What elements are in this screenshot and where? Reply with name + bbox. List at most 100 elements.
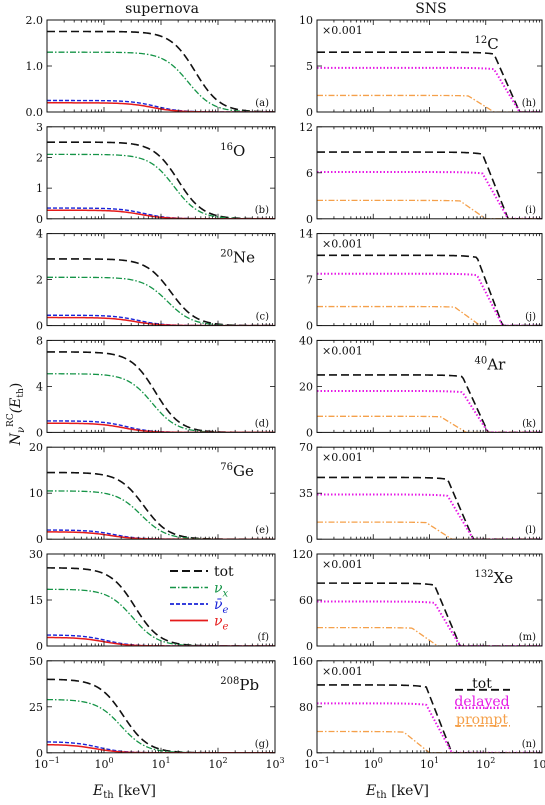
- column-title-sns: SNS: [415, 1, 446, 17]
- series-h-prompt: [317, 94, 542, 112]
- y-tick-label: 5: [306, 60, 313, 73]
- series-d-tot: [47, 351, 275, 433]
- series-n-prompt: [317, 730, 542, 753]
- y-tick-label: 0: [306, 426, 313, 439]
- y-tick-label: 0: [36, 213, 43, 226]
- ylabel-sup: RC: [6, 413, 16, 427]
- panel-letter: (j): [525, 312, 536, 323]
- panel-frame: [46, 553, 276, 647]
- series-e-tot: [47, 471, 275, 540]
- x-tick-label: 103: [265, 756, 284, 771]
- panel-frame: [46, 339, 276, 433]
- y-tick-label: 4: [36, 380, 43, 393]
- panel-letter: (n): [522, 739, 536, 750]
- series-g-nux: [47, 698, 275, 753]
- series-l-prompt: [317, 521, 542, 540]
- y-tick-label: 0: [306, 213, 313, 226]
- y-tick-label: 80: [299, 701, 313, 714]
- panel-frame: [46, 233, 276, 327]
- y-tick-label: 10: [299, 14, 313, 27]
- nucleus-label: 76Ge: [220, 462, 254, 480]
- y-tick-label: 50: [29, 655, 43, 668]
- x-axis-label-right: Eth [keV]: [365, 783, 429, 801]
- panel-c: 0 2 4 (c) 20Ne: [36, 228, 276, 333]
- panel-letter: (c): [256, 312, 270, 323]
- panel-f: 0 15 30 (f): [29, 548, 276, 653]
- x-tick-label: 103: [532, 756, 545, 771]
- y-tick-label: 0: [306, 533, 313, 546]
- panel-frame: [46, 660, 276, 754]
- y-tick-label: 8: [36, 334, 43, 347]
- panel-letter: (h): [522, 98, 536, 109]
- panel-frame: [46, 126, 276, 220]
- panel-letter: (g): [255, 739, 269, 750]
- panel-letter: (b): [255, 205, 269, 216]
- panel-h: 0 5 10 (h) ×0.001 12C: [299, 14, 543, 119]
- series-a-nux: [47, 51, 275, 112]
- series-k-delayed: [317, 390, 542, 433]
- y-tick-label: 0: [36, 320, 43, 333]
- panel-letter: (l): [525, 525, 536, 536]
- series-a-tot: [47, 30, 275, 112]
- panel-j: 0 7 14 (j) ×0.001: [299, 228, 543, 333]
- series-b-nux: [47, 153, 275, 219]
- multiplier-label: ×0.001: [322, 558, 363, 571]
- series-j-prompt: [317, 305, 542, 326]
- series-n-delayed: [317, 702, 542, 753]
- panel-n: 0 80 160 (n) ×0.001 10−1 100 101 102 103: [292, 655, 545, 771]
- panel-letter: (e): [255, 525, 269, 536]
- legend-label-nue: νe: [214, 614, 229, 633]
- y-tick-label: 1: [36, 182, 43, 195]
- series-j-delayed: [317, 272, 542, 326]
- y-tick-label: 1.0: [26, 60, 44, 73]
- multiplier-label: ×0.001: [322, 24, 363, 37]
- series-h-delayed: [317, 66, 542, 112]
- y-tick-label: 25: [29, 701, 43, 714]
- y-tick-label: 15: [29, 594, 43, 607]
- legend-label-tot: tot: [472, 676, 492, 692]
- x-tick-label: 102: [208, 756, 227, 771]
- ylabel-sub: ν: [16, 427, 27, 433]
- panel-k: 0 20 40 (k) ×0.001 40Ar: [299, 334, 543, 439]
- y-tick-label: 0: [306, 640, 313, 653]
- series-c-tot: [47, 258, 275, 326]
- panel-d: 0 4 8 (d): [36, 334, 276, 439]
- y-tick-label: 4: [36, 228, 43, 241]
- y-tick-label: 60: [299, 594, 313, 607]
- legend-n: tot delayed prompt: [454, 676, 510, 728]
- y-tick-label: 0.0: [26, 106, 44, 119]
- y-tick-label: 0: [36, 747, 43, 760]
- series-n-tot: [317, 684, 542, 753]
- y-tick-label: 2.0: [26, 14, 44, 27]
- nucleus-label: 20Ne: [220, 249, 255, 267]
- panel-g: 0 25 50 (g) 208Pb 10−1 100 101 102 103: [29, 655, 285, 771]
- multiplier-label: ×0.001: [322, 344, 363, 357]
- series-l-tot: [317, 476, 542, 540]
- panel-letter: (m): [519, 632, 536, 643]
- legend-label-tot: tot: [214, 564, 234, 580]
- series-m-tot: [317, 582, 542, 646]
- panel-letter: (k): [522, 418, 536, 429]
- y-tick-label: 0: [306, 320, 313, 333]
- series-l-delayed: [317, 493, 542, 540]
- y-tick-label: 160: [292, 655, 313, 668]
- y-tick-label: 0: [36, 533, 43, 546]
- y-tick-label: 0: [306, 747, 313, 760]
- y-tick-label: 0: [36, 426, 43, 439]
- x-tick-label: 10−1: [304, 756, 330, 771]
- ylabel-arg: (E: [8, 398, 24, 414]
- multiplier-label: ×0.001: [322, 665, 363, 678]
- series-k-tot: [317, 374, 542, 433]
- series-f-tot: [47, 567, 275, 646]
- x-tick-label: 101: [420, 756, 439, 771]
- series-k-prompt: [317, 415, 542, 433]
- panel-letter: (d): [255, 418, 269, 429]
- ylabel-arg-sub: th: [16, 388, 26, 398]
- panel-letter: (f): [257, 632, 269, 643]
- series-i-delayed: [317, 171, 542, 219]
- series-j-tot: [317, 254, 542, 326]
- legend-label-nux: νx: [214, 581, 229, 600]
- y-tick-label: 2: [36, 151, 43, 164]
